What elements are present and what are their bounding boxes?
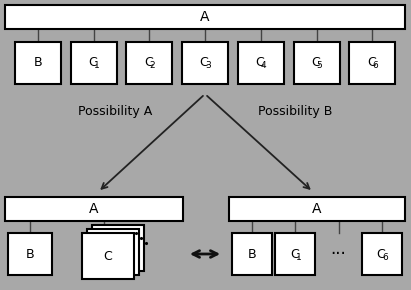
Bar — [92, 225, 144, 271]
Text: ···: ··· — [331, 245, 346, 263]
Text: B: B — [248, 247, 256, 260]
Text: C: C — [290, 247, 299, 260]
Bar — [15, 42, 61, 84]
Bar — [232, 233, 272, 275]
Text: 1: 1 — [94, 61, 99, 70]
Bar — [349, 42, 395, 84]
Text: C: C — [367, 57, 376, 70]
Text: A: A — [312, 202, 322, 216]
Text: C: C — [104, 251, 112, 264]
Text: C: C — [144, 57, 152, 70]
Bar — [82, 233, 134, 279]
Text: C: C — [88, 57, 97, 70]
Bar — [293, 42, 339, 84]
Text: C: C — [255, 57, 264, 70]
Bar — [87, 229, 139, 275]
Text: 6: 6 — [382, 253, 388, 262]
Text: C: C — [200, 57, 208, 70]
Bar — [238, 42, 284, 84]
Text: A: A — [200, 10, 210, 24]
Bar — [275, 233, 315, 275]
Bar — [71, 42, 116, 84]
Text: 3: 3 — [205, 61, 211, 70]
Bar — [5, 5, 405, 29]
Text: C: C — [376, 247, 385, 260]
Text: A: A — [89, 202, 99, 216]
Bar — [229, 197, 405, 221]
Text: 4: 4 — [261, 61, 267, 70]
Bar — [126, 42, 172, 84]
Text: B: B — [26, 247, 34, 260]
Text: 6: 6 — [372, 61, 378, 70]
Text: Possibility B: Possibility B — [258, 106, 332, 119]
Bar — [182, 42, 228, 84]
Bar — [5, 197, 183, 221]
Text: Possibility A: Possibility A — [78, 106, 152, 119]
Bar — [8, 233, 52, 275]
Text: C: C — [311, 57, 320, 70]
Text: 1: 1 — [296, 253, 301, 262]
Text: 2: 2 — [150, 61, 155, 70]
Text: 5: 5 — [316, 61, 322, 70]
Bar — [362, 233, 402, 275]
Text: B: B — [33, 57, 42, 70]
